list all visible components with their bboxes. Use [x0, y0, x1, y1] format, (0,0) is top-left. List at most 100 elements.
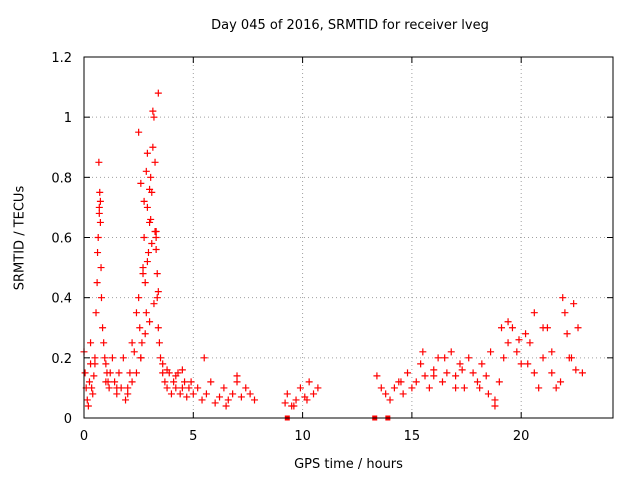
data-point: [151, 227, 159, 235]
data-point: [373, 372, 381, 380]
data-point: [198, 396, 206, 404]
data-point: [92, 309, 100, 317]
data-point: [303, 396, 311, 404]
data-point: [504, 339, 512, 347]
y-tick-label: 0.8: [51, 171, 72, 186]
data-point: [382, 390, 390, 398]
data-point: [147, 173, 155, 181]
data-point: [87, 339, 95, 347]
x-tick-label: 15: [404, 429, 421, 444]
data-point: [310, 390, 318, 398]
data-point: [128, 378, 136, 386]
data-point: [200, 354, 208, 362]
data-point: [404, 369, 412, 377]
data-point: [95, 158, 103, 166]
x-tick-label: 10: [294, 429, 311, 444]
data-point: [421, 372, 429, 380]
data-point: [237, 393, 245, 401]
data-point: [578, 369, 586, 377]
data-point: [178, 366, 186, 374]
data-point: [149, 107, 157, 115]
data-point: [473, 378, 481, 386]
data-point: [251, 396, 259, 404]
data-point: [84, 402, 92, 410]
data-point: [100, 339, 108, 347]
data-point: [443, 369, 451, 377]
data-point: [151, 158, 159, 166]
data-point: [135, 294, 143, 302]
data-points: [80, 89, 586, 410]
data-point: [452, 372, 460, 380]
data-point: [99, 324, 107, 332]
data-point: [185, 384, 193, 392]
data-point: [143, 258, 151, 266]
data-point: [187, 378, 195, 386]
data-point: [419, 348, 427, 356]
data-point: [97, 294, 105, 302]
data-point: [146, 218, 154, 226]
data-point: [430, 366, 438, 374]
data-point: [132, 369, 140, 377]
data-point: [144, 249, 152, 257]
data-point: [150, 300, 158, 308]
data-point: [113, 384, 121, 392]
y-tick-label: 0.4: [51, 292, 72, 307]
data-point: [447, 348, 455, 356]
data-point: [142, 309, 150, 317]
data-point: [460, 384, 468, 392]
data-point: [397, 378, 405, 386]
data-point: [484, 390, 492, 398]
data-point: [140, 234, 148, 241]
data-point: [137, 354, 145, 362]
data-point: [508, 324, 516, 332]
data-point: [495, 378, 503, 386]
data-point: [153, 270, 161, 278]
data-point: [181, 378, 189, 386]
grid-lines: [84, 57, 613, 418]
data-point: [548, 348, 556, 356]
data-point: [491, 396, 499, 404]
data-point: [452, 384, 460, 392]
data-point: [539, 354, 547, 362]
data-point: [95, 209, 103, 217]
data-point: [211, 399, 219, 407]
data-point: [476, 384, 484, 392]
data-point: [314, 384, 322, 392]
data-point: [167, 390, 175, 398]
data-point: [522, 330, 530, 338]
data-point: [105, 384, 113, 392]
data-point: [567, 354, 575, 362]
x-axis-label: GPS time / hours: [294, 457, 403, 472]
data-point: [524, 360, 532, 368]
data-point: [142, 167, 150, 175]
data-point: [150, 113, 158, 121]
data-point: [202, 390, 210, 398]
data-point: [159, 360, 167, 368]
data-point: [296, 384, 304, 392]
data-point: [172, 372, 180, 380]
data-point: [140, 197, 148, 205]
data-point: [281, 399, 289, 407]
data-point: [141, 279, 149, 287]
data-point: [94, 234, 102, 241]
data-point: [242, 384, 250, 392]
data-point: [143, 149, 151, 157]
data-point: [139, 270, 147, 278]
x-tick-label: 0: [80, 429, 88, 444]
data-point: [552, 384, 560, 392]
data-point: [233, 378, 241, 386]
data-point: [153, 294, 161, 302]
data-point: [106, 369, 114, 377]
y-tick-label: 0: [64, 412, 72, 427]
y-axis-ticks: 0 0.2 0.4 0.6 0.8 1 1.2: [51, 51, 613, 427]
data-point: [152, 246, 160, 254]
data-point: [176, 390, 184, 398]
data-point: [194, 384, 202, 392]
data-point: [111, 378, 119, 386]
data-point: [96, 188, 104, 196]
data-point: [143, 203, 151, 211]
data-point: [136, 324, 144, 332]
data-point: [408, 384, 416, 392]
data-point: [157, 354, 165, 362]
data-point: [216, 393, 224, 401]
